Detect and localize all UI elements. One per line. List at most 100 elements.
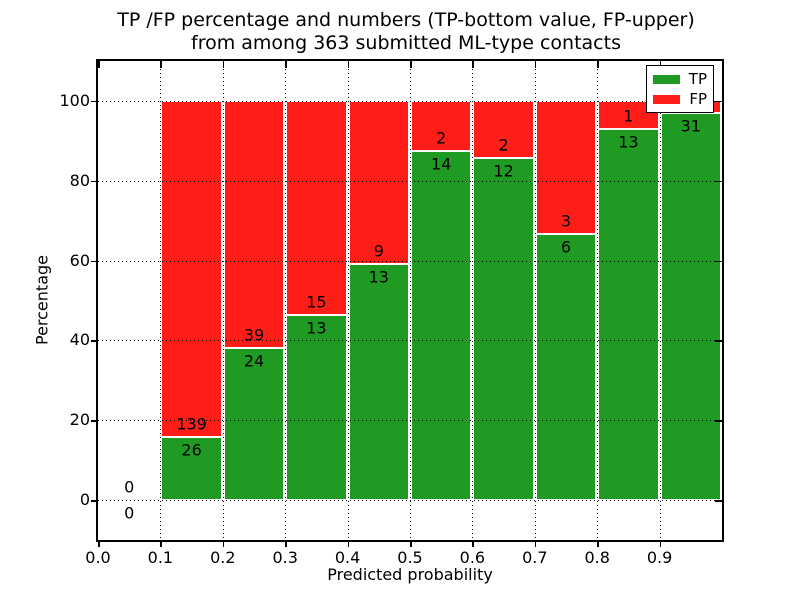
x-tick-label: 0.3 — [272, 548, 298, 567]
x-tick-label: 0.7 — [522, 548, 548, 567]
bar-segment-tp — [660, 113, 721, 501]
y-tick-mark — [91, 180, 98, 183]
bar-segment-tp — [223, 348, 285, 501]
x-gridline — [285, 61, 287, 540]
tp-count-label: 13 — [306, 318, 327, 338]
y-tick-mark-right — [715, 340, 722, 342]
bar-segment-fp — [223, 100, 285, 348]
x-tick-mark-top — [98, 61, 100, 68]
tp-count-label: 26 — [181, 440, 202, 460]
legend-item: TP — [653, 69, 707, 88]
fp-count-label: 15 — [306, 292, 327, 312]
x-tick-mark — [534, 540, 537, 547]
y-tick-label: 60 — [69, 250, 90, 270]
x-tick-label: 0.8 — [584, 548, 610, 567]
legend-item-label: TP — [688, 69, 707, 88]
y-axis-label: Percentage — [32, 254, 52, 346]
x-tick-mark — [472, 540, 474, 547]
x-gridline — [347, 61, 349, 540]
bar-segment-tp — [286, 314, 347, 501]
y-tick-mark — [91, 260, 98, 263]
y-tick-mark — [91, 340, 98, 342]
legend-item-label: FP — [689, 89, 707, 108]
y-tick-mark-right — [715, 500, 722, 502]
x-gridline — [222, 61, 224, 540]
fp-count-label: 139 — [176, 414, 207, 434]
x-tick-mark-top — [285, 61, 287, 68]
bar-segment-tp — [348, 264, 409, 501]
tp-count-label: 31 — [680, 116, 701, 136]
x-tick-label: 0.6 — [459, 548, 486, 567]
x-tick-mark-top — [659, 61, 662, 68]
x-tick-mark — [285, 540, 287, 547]
y-tick-mark — [91, 500, 98, 502]
x-tick-mark — [222, 540, 225, 547]
fp-count-label: 1 — [623, 106, 634, 126]
tp-count-label: 12 — [493, 161, 514, 181]
x-tick-mark-top — [597, 61, 599, 68]
x-tick-mark-top — [472, 61, 474, 68]
x-tick-label: 0.5 — [397, 548, 423, 567]
tp-count-label: 13 — [368, 267, 389, 287]
tp-count-label: 13 — [618, 132, 639, 152]
fp-swatch-icon — [653, 94, 680, 104]
bar-segment-tp — [535, 233, 597, 501]
bar-segment-fp — [535, 100, 597, 234]
fp-count-label: 39 — [243, 325, 265, 345]
y-tick-label: 80 — [69, 170, 90, 190]
x-gridline — [597, 61, 599, 540]
x-tick-label: 0.9 — [646, 548, 673, 567]
plot-area: 00139263924151391321421236113131 — [96, 59, 724, 542]
fp-count-label: 9 — [373, 241, 384, 261]
x-tick-mark-top — [534, 61, 537, 68]
x-tick-mark-top — [410, 61, 412, 68]
y-tick-mark-right — [715, 420, 722, 422]
x-gridline — [472, 61, 474, 540]
x-tick-mark — [597, 540, 599, 547]
x-tick-mark-top — [160, 61, 162, 68]
legend-item: FP — [653, 89, 707, 108]
x-gridline — [659, 61, 661, 540]
x-tick-mark — [347, 540, 350, 547]
bar-segment-tp — [473, 157, 534, 501]
chart-title-line2: from among 363 submitted ML-type contact… — [191, 32, 621, 54]
y-tick-mark — [91, 420, 98, 422]
bar-segment-fp — [161, 100, 222, 438]
fp-count-label: 3 — [560, 211, 572, 231]
x-axis-label: Predicted probability — [327, 565, 493, 584]
bar-segment-tp — [411, 150, 472, 501]
x-gridline — [534, 61, 536, 540]
fp-count-label: 2 — [498, 135, 509, 155]
y-tick-label: 20 — [69, 410, 90, 430]
tp-count-label: 6 — [560, 237, 572, 257]
y-tick-mark — [91, 100, 98, 103]
fp-count-label: 2 — [436, 128, 447, 148]
tp-swatch-icon — [653, 74, 680, 84]
x-tick-label: 0.2 — [210, 548, 236, 567]
x-tick-mark-top — [347, 61, 350, 68]
bar-segment-fp — [348, 100, 409, 265]
x-tick-label: 0.4 — [334, 548, 361, 567]
bar-segment-tp — [598, 129, 659, 501]
fp-count-label: 0 — [124, 477, 135, 497]
x-tick-mark — [410, 540, 412, 547]
y-tick-label: 100 — [59, 90, 90, 110]
y-tick-mark-right — [715, 180, 722, 183]
x-tick-label: 0.0 — [85, 548, 111, 567]
tp-count-label: 14 — [431, 154, 452, 174]
legend: TP FP — [646, 65, 714, 113]
x-tick-mark — [160, 540, 162, 547]
tp-count-label: 24 — [243, 351, 265, 371]
x-tick-mark — [98, 540, 100, 547]
y-tick-mark-right — [715, 260, 722, 263]
x-gridline — [410, 61, 411, 540]
x-gridline — [160, 61, 162, 540]
x-tick-label: 0.1 — [147, 548, 174, 567]
chart-title-line1: TP /FP percentage and numbers (TP-bottom… — [117, 9, 695, 31]
tp-count-label: 0 — [124, 503, 135, 523]
x-tick-mark-top — [222, 61, 225, 68]
bar-segment-fp — [473, 100, 534, 158]
y-tick-mark-right — [715, 100, 722, 103]
bar-segment-tp — [161, 437, 222, 501]
y-tick-label: 40 — [69, 330, 90, 350]
